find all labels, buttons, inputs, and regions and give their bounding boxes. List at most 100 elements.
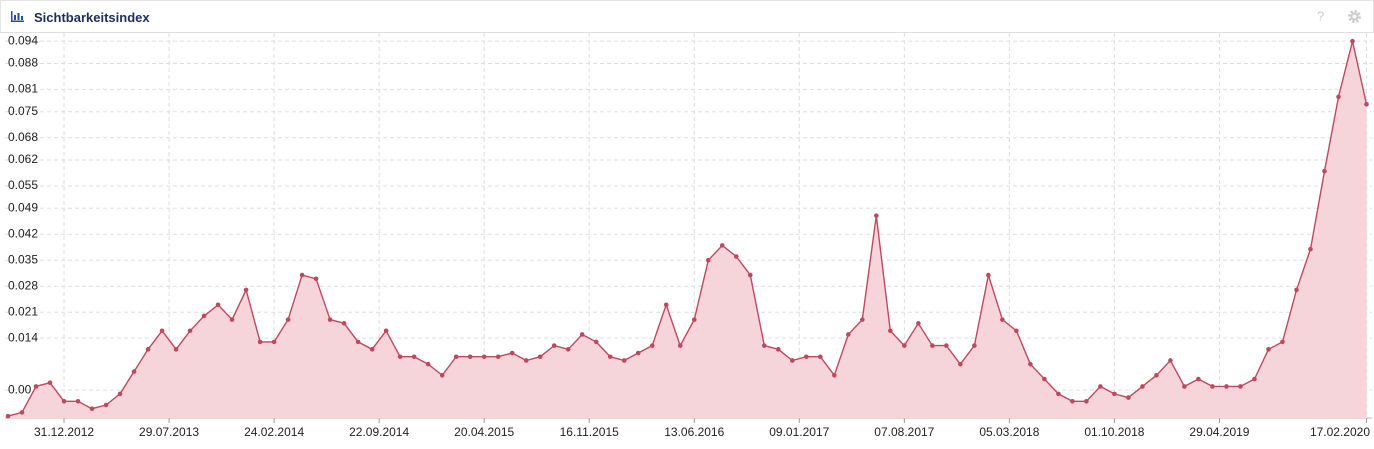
svg-text:?: ? bbox=[1317, 9, 1324, 23]
point bbox=[621, 358, 627, 363]
point bbox=[860, 317, 865, 322]
point bbox=[327, 317, 333, 322]
point bbox=[1154, 373, 1159, 378]
point bbox=[888, 328, 893, 334]
help-icon[interactable]: ? bbox=[1317, 9, 1325, 23]
point bbox=[1112, 391, 1117, 397]
point bbox=[1322, 168, 1327, 174]
point bbox=[383, 328, 389, 334]
point bbox=[131, 369, 137, 374]
point bbox=[61, 398, 67, 404]
point bbox=[215, 302, 221, 308]
point bbox=[565, 347, 571, 352]
point bbox=[1056, 391, 1061, 397]
point bbox=[453, 354, 459, 360]
x-tick-label: 20.04.2015 bbox=[454, 425, 514, 439]
point bbox=[944, 343, 949, 348]
point bbox=[1126, 395, 1131, 400]
point bbox=[733, 254, 739, 259]
point bbox=[719, 243, 725, 248]
point bbox=[229, 317, 235, 322]
point bbox=[972, 343, 977, 348]
point bbox=[930, 343, 935, 348]
point bbox=[958, 361, 963, 367]
point bbox=[832, 373, 837, 378]
point bbox=[593, 339, 599, 345]
point bbox=[33, 384, 39, 389]
point bbox=[187, 328, 193, 334]
point bbox=[677, 343, 683, 348]
y-tick-label: 0.094 bbox=[8, 33, 38, 47]
point bbox=[481, 354, 487, 360]
point bbox=[747, 272, 753, 278]
point bbox=[467, 354, 473, 360]
point bbox=[89, 406, 95, 412]
point bbox=[1280, 339, 1285, 345]
point bbox=[1140, 384, 1145, 389]
point bbox=[145, 347, 151, 352]
y-tick-label: 0.068 bbox=[8, 130, 38, 144]
point bbox=[103, 402, 109, 408]
point bbox=[1210, 384, 1215, 389]
point bbox=[1308, 246, 1313, 252]
point bbox=[902, 343, 907, 348]
point bbox=[1168, 358, 1173, 363]
point bbox=[874, 213, 879, 218]
point bbox=[75, 398, 81, 404]
x-tick-label: 01.10.2018 bbox=[1084, 425, 1144, 439]
y-tick-label: 0.075 bbox=[8, 104, 38, 118]
point bbox=[509, 350, 515, 356]
point bbox=[551, 343, 557, 348]
point bbox=[817, 354, 823, 360]
point bbox=[663, 302, 669, 308]
point bbox=[201, 313, 207, 319]
point bbox=[986, 272, 991, 278]
y-tick-label: 0.014 bbox=[8, 330, 38, 344]
point bbox=[916, 321, 921, 326]
x-tick-label: 22.09.2014 bbox=[349, 425, 409, 439]
point bbox=[1098, 384, 1103, 389]
point bbox=[243, 287, 249, 293]
point bbox=[537, 354, 543, 360]
point bbox=[1336, 94, 1341, 100]
point bbox=[19, 410, 25, 415]
point bbox=[5, 413, 11, 419]
point bbox=[1252, 376, 1257, 382]
y-tick-label: 0.021 bbox=[8, 304, 38, 318]
point bbox=[1266, 347, 1271, 352]
point bbox=[257, 339, 263, 345]
point bbox=[1196, 376, 1201, 382]
point bbox=[411, 354, 417, 360]
x-tick-label: 24.02.2014 bbox=[244, 425, 304, 439]
point bbox=[705, 257, 711, 263]
line bbox=[7, 41, 1368, 417]
x-tick-label: 05.03.2018 bbox=[979, 425, 1039, 439]
point bbox=[47, 380, 53, 386]
x-tick-label: 09.01.2017 bbox=[769, 425, 829, 439]
point bbox=[1028, 361, 1033, 367]
point bbox=[425, 361, 431, 367]
x-tick-label: 17.02.2020 bbox=[1310, 425, 1370, 439]
point bbox=[369, 347, 375, 352]
point bbox=[341, 321, 347, 326]
point bbox=[355, 339, 361, 345]
settings-icon[interactable] bbox=[1348, 10, 1361, 23]
x-tick-label: 07.08.2017 bbox=[874, 425, 934, 439]
point bbox=[761, 343, 767, 348]
point bbox=[299, 272, 305, 278]
y-tick-label: 0.088 bbox=[8, 56, 38, 70]
x-tick-label: 13.06.2016 bbox=[664, 425, 724, 439]
y-tick-label: 0.042 bbox=[8, 226, 38, 240]
point bbox=[803, 354, 809, 360]
point bbox=[607, 354, 613, 360]
point bbox=[775, 347, 781, 352]
x-tick-label: 31.12.2012 bbox=[34, 425, 94, 439]
widget-title: Sichtbarkeitsindex bbox=[34, 10, 150, 25]
point bbox=[1364, 101, 1369, 107]
point bbox=[1014, 328, 1019, 334]
point bbox=[439, 373, 445, 378]
point bbox=[1042, 376, 1047, 382]
point bbox=[1238, 384, 1243, 389]
